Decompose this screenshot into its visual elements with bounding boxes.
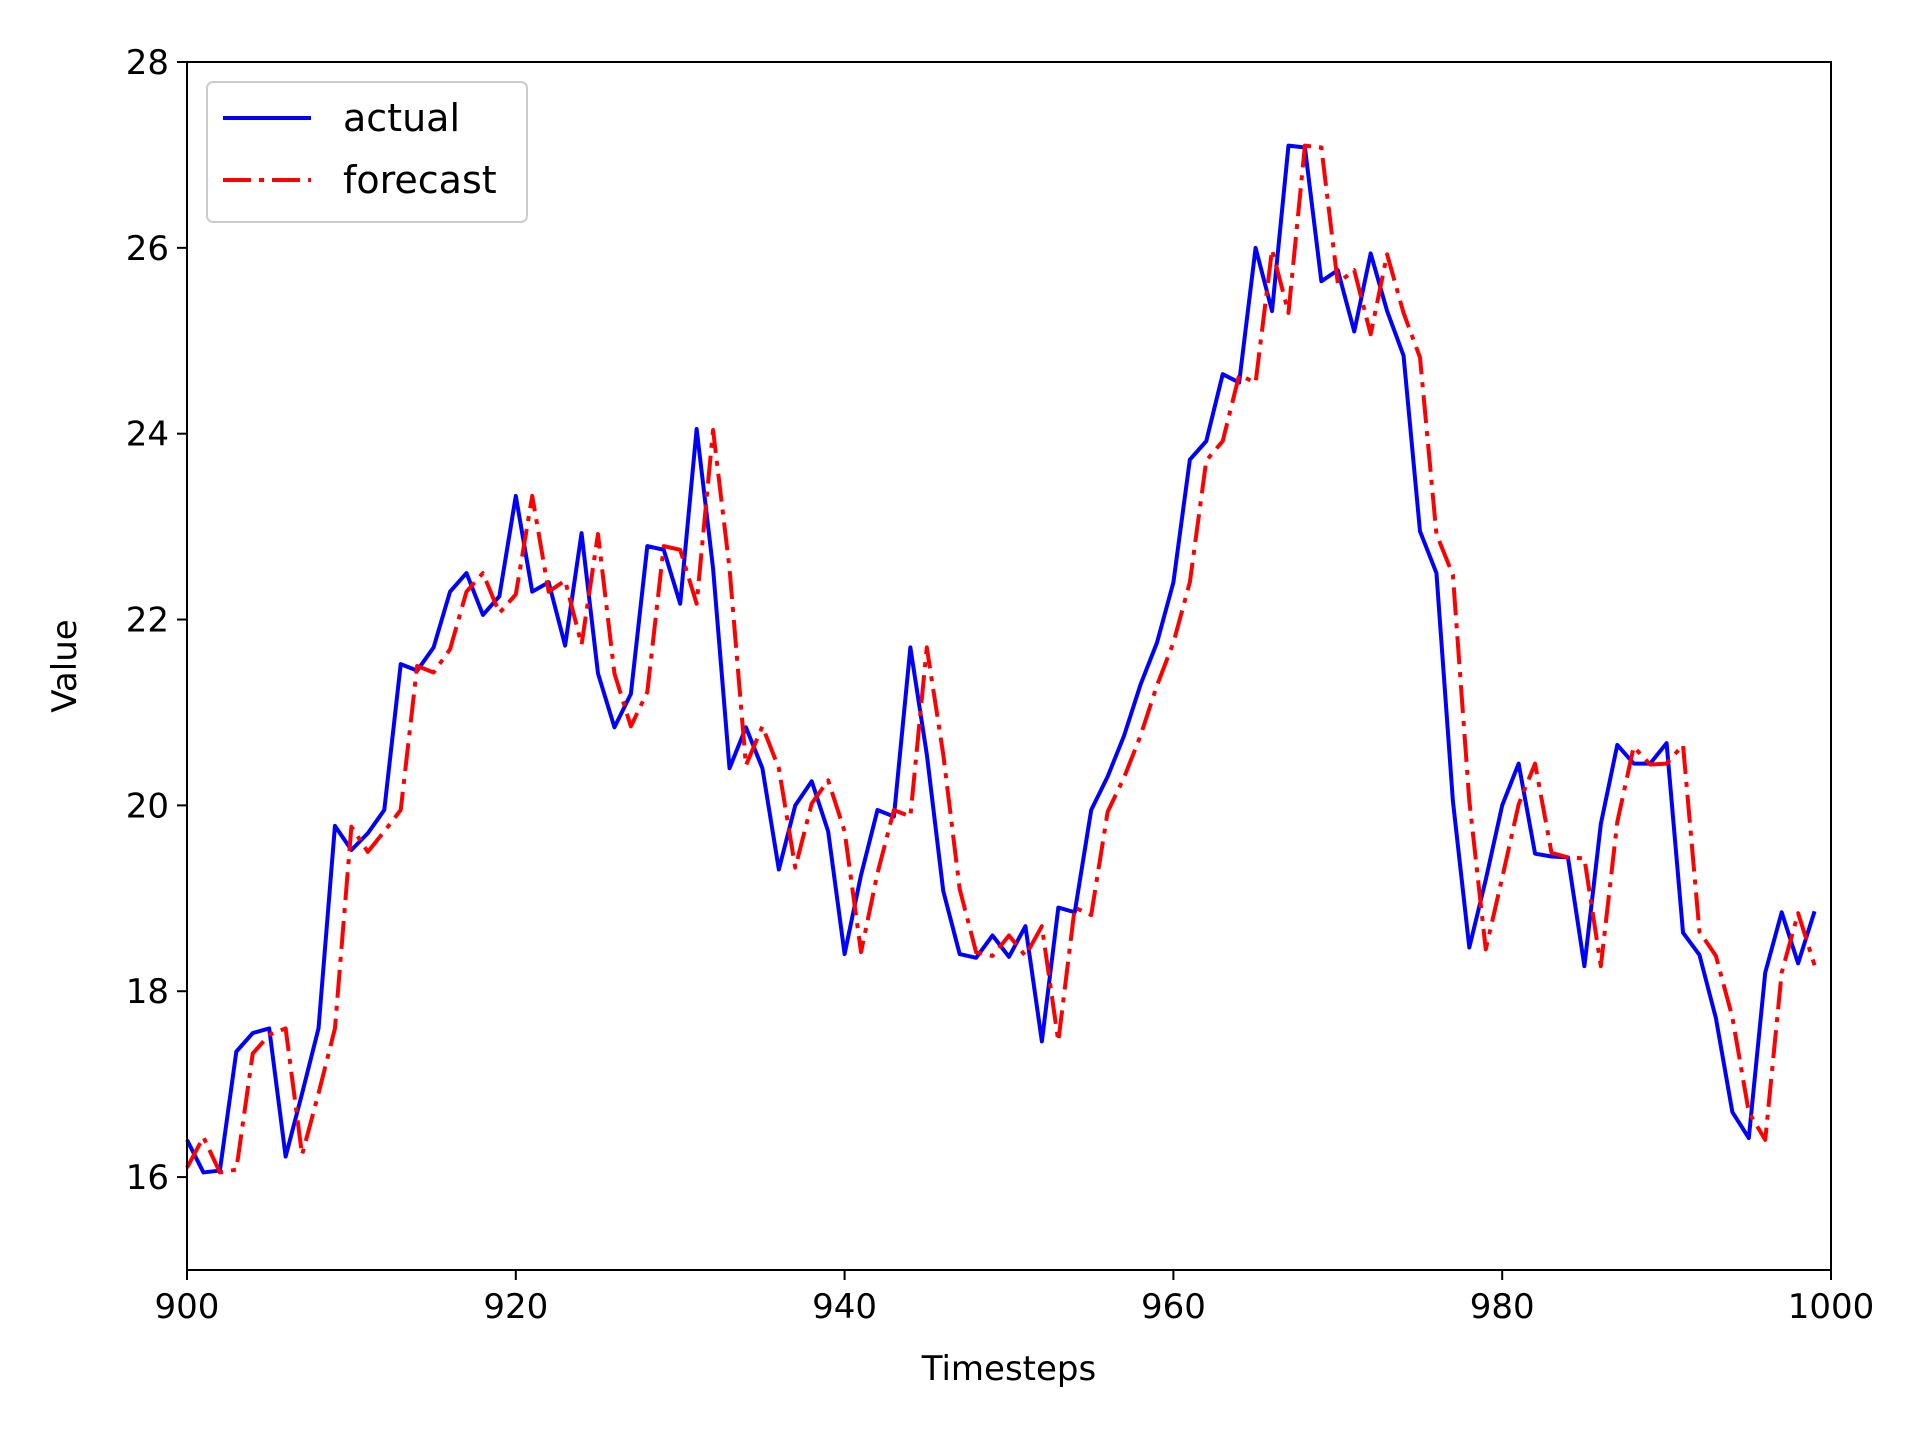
y-tick-label: 24 [126, 415, 169, 455]
legend-label-actual: actual [343, 96, 460, 140]
y-axis-label: Value [45, 619, 85, 712]
legend-label-forecast: forecast [343, 158, 497, 202]
legend: actual forecast [206, 81, 528, 223]
x-axis-label: Timesteps [921, 1349, 1096, 1389]
x-axis: 900 920 940 960 980 1000 [155, 1270, 1875, 1327]
y-tick-label: 28 [126, 43, 169, 83]
y-tick-label: 20 [126, 786, 169, 826]
plot-frame [186, 61, 1832, 1271]
series-layer [185, 143, 1817, 1175]
y-tick-label: 16 [126, 1158, 169, 1198]
y-tick-label: 22 [126, 601, 169, 641]
x-tick-label: 920 [483, 1287, 548, 1327]
x-tick-label: 900 [155, 1287, 220, 1327]
y-tick-label: 18 [126, 972, 169, 1012]
y-tick-label: 26 [126, 229, 169, 269]
y-axis: 16 18 20 22 24 26 28 [126, 43, 187, 1198]
x-tick-label: 980 [1470, 1287, 1535, 1327]
x-tick-label: 1000 [1788, 1287, 1875, 1327]
x-tick-label: 940 [812, 1287, 877, 1327]
x-tick-label: 960 [1141, 1287, 1206, 1327]
series-line-forecast [185, 143, 1817, 1175]
